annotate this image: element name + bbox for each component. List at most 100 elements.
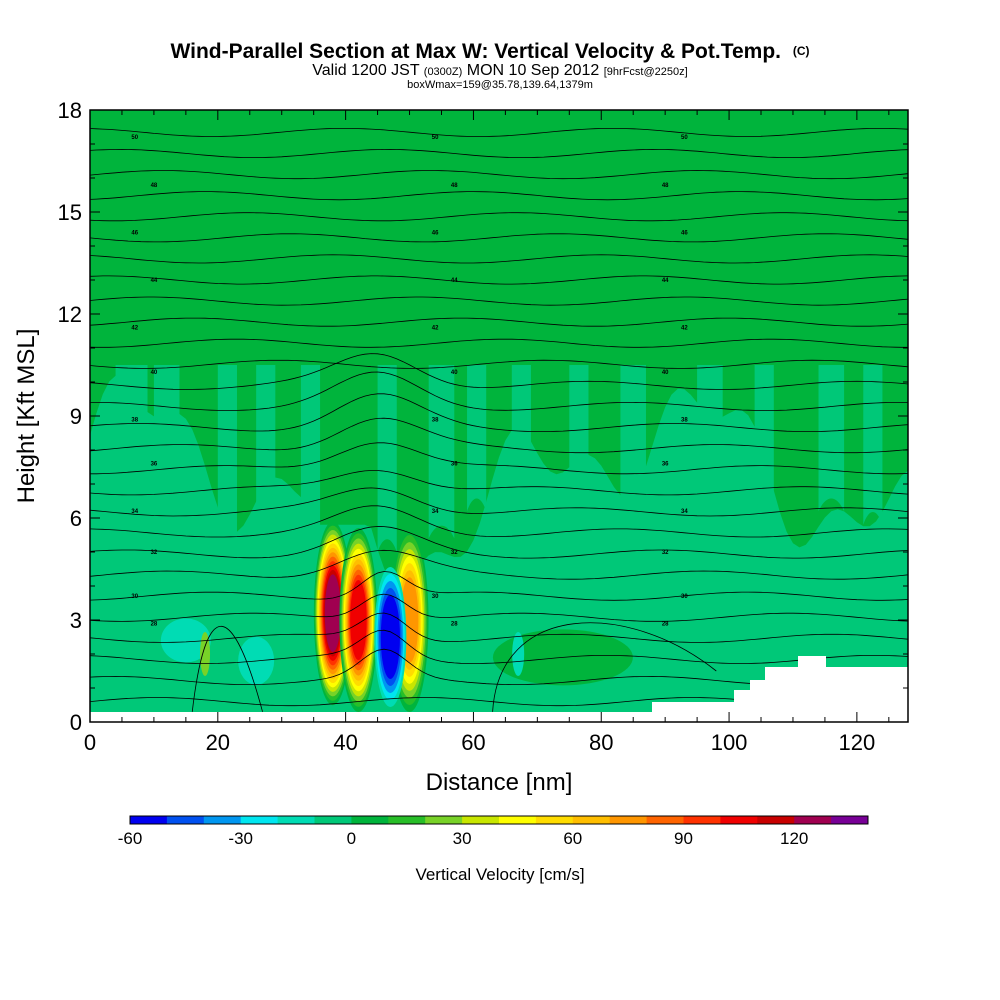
- isentrope-label: 46: [131, 230, 138, 236]
- colorbar-swatch: [757, 816, 795, 824]
- colorbar-swatch: [351, 816, 389, 824]
- isentrope: [90, 549, 908, 580]
- x-tick-label: 80: [589, 730, 613, 755]
- x-tick-label: 100: [711, 730, 748, 755]
- colorbar-swatch: [794, 816, 832, 824]
- colorbar-swatch: [388, 816, 426, 824]
- isentrope: [90, 212, 908, 222]
- neutral-band: [217, 365, 237, 552]
- isentrope-label: 28: [451, 621, 458, 627]
- isentrope-label: 28: [151, 621, 158, 627]
- isentrope-label: 50: [131, 135, 138, 141]
- x-tick-label: 60: [461, 730, 485, 755]
- isentrope-label: 38: [131, 417, 138, 423]
- colorbar-swatch: [203, 816, 242, 824]
- isentrope-label: 44: [662, 278, 669, 284]
- isentrope: [191, 626, 263, 712]
- isentrope-label: 48: [151, 183, 158, 189]
- isentrope-label: 34: [432, 509, 439, 515]
- isentrope-label: 38: [681, 417, 688, 423]
- downdraft-core: [382, 602, 399, 672]
- isentrope: [90, 487, 908, 517]
- neutral-band: [620, 365, 646, 539]
- isentrope-label: 50: [432, 135, 439, 141]
- terrain-mask: [90, 656, 908, 722]
- isentrope: [90, 526, 908, 559]
- weak-updraft: [200, 632, 211, 676]
- isentrope: [90, 442, 908, 475]
- colorbar-swatch: [277, 816, 315, 824]
- isentrope-label: 32: [451, 550, 458, 556]
- isentrope-label: 28: [662, 621, 669, 627]
- isentrope-label: 36: [151, 462, 158, 468]
- x-tick-label: 120: [839, 730, 876, 755]
- chart-title: Wind-Parallel Section at Max W: Vertical…: [170, 40, 809, 63]
- isentrope-label: 48: [451, 183, 458, 189]
- colorbar-swatch: [646, 816, 684, 824]
- isentrope: [90, 612, 908, 643]
- colorbar-swatch: [720, 816, 758, 824]
- isentrope: [90, 338, 908, 348]
- chart-subtitle-2: boxWmax=159@35.78,139.64,1379m: [407, 79, 593, 91]
- isentrope: [90, 353, 908, 390]
- title-unit: (C): [793, 44, 810, 58]
- x-tick-label: 40: [333, 730, 357, 755]
- isentrope: [90, 254, 908, 264]
- isentrope: [90, 233, 908, 243]
- colorbar-tick-label: 120: [780, 829, 808, 848]
- colorbar-swatch: [683, 816, 721, 824]
- colorbar-label: Vertical Velocity [cm/s]: [415, 865, 584, 884]
- neutral-band: [569, 365, 589, 552]
- colorbar-tick-label: 0: [347, 829, 356, 848]
- colorbar: [129, 815, 869, 825]
- isentrope-label: 34: [681, 509, 688, 515]
- isentrope-label: 44: [451, 278, 458, 284]
- colorbar-swatch: [130, 816, 168, 824]
- isentrope-label: 48: [662, 183, 669, 189]
- isentrope: [90, 470, 908, 496]
- colorbar-swatch: [240, 816, 279, 824]
- updraft-core: [350, 580, 367, 660]
- isentrope: [90, 393, 908, 432]
- neutral-band: [511, 365, 531, 525]
- isentrope: [492, 622, 717, 712]
- colorbar-tick-label: 60: [563, 829, 582, 848]
- colorbar-frame: [129, 815, 869, 825]
- neutral-band: [377, 365, 397, 552]
- isentrope: [90, 275, 908, 285]
- neutral-band: [818, 365, 845, 512]
- chart-subtitle: Valid 1200 JST (0300Z) MON 10 Sep 2012 […: [312, 62, 687, 79]
- colorbar-ticks: -60 -30 0 30 60 90 120: [118, 829, 809, 848]
- isentrope: [90, 417, 908, 454]
- colorbar-swatch: [572, 816, 611, 824]
- isentrope: [90, 191, 908, 201]
- y-tick-label: 3: [70, 608, 82, 633]
- isentropes: [90, 128, 908, 712]
- x-axis: 0 20 40 60 80 100 120: [84, 110, 890, 755]
- colorbar-swatch: [166, 816, 205, 824]
- y-tick-label: 15: [58, 200, 82, 225]
- y-tick-label: 12: [58, 302, 82, 327]
- colorbar-tick-label: 90: [674, 829, 693, 848]
- isentrope-label: 34: [131, 509, 138, 515]
- y-tick-label: 9: [70, 404, 82, 429]
- colorbar-swatch: [499, 816, 537, 824]
- isentrope-label: 30: [681, 594, 688, 600]
- isentrope: [90, 170, 908, 180]
- x-axis-label: Distance [nm]: [426, 769, 573, 796]
- y-tick-label: 6: [70, 506, 82, 531]
- isentrope-label: 50: [681, 135, 688, 141]
- weak-downdraft: [160, 618, 211, 663]
- neutral-band: [863, 365, 883, 525]
- neutral-band: [467, 365, 487, 512]
- y-tick-label: 0: [70, 710, 82, 735]
- isentrope: [90, 571, 908, 601]
- neutral-band: [300, 365, 321, 539]
- isentrope-label: 30: [432, 594, 439, 600]
- isentrope: [90, 148, 908, 158]
- neutral-band: [256, 365, 276, 525]
- isentrope-label: 32: [662, 550, 669, 556]
- isentrope: [90, 629, 908, 664]
